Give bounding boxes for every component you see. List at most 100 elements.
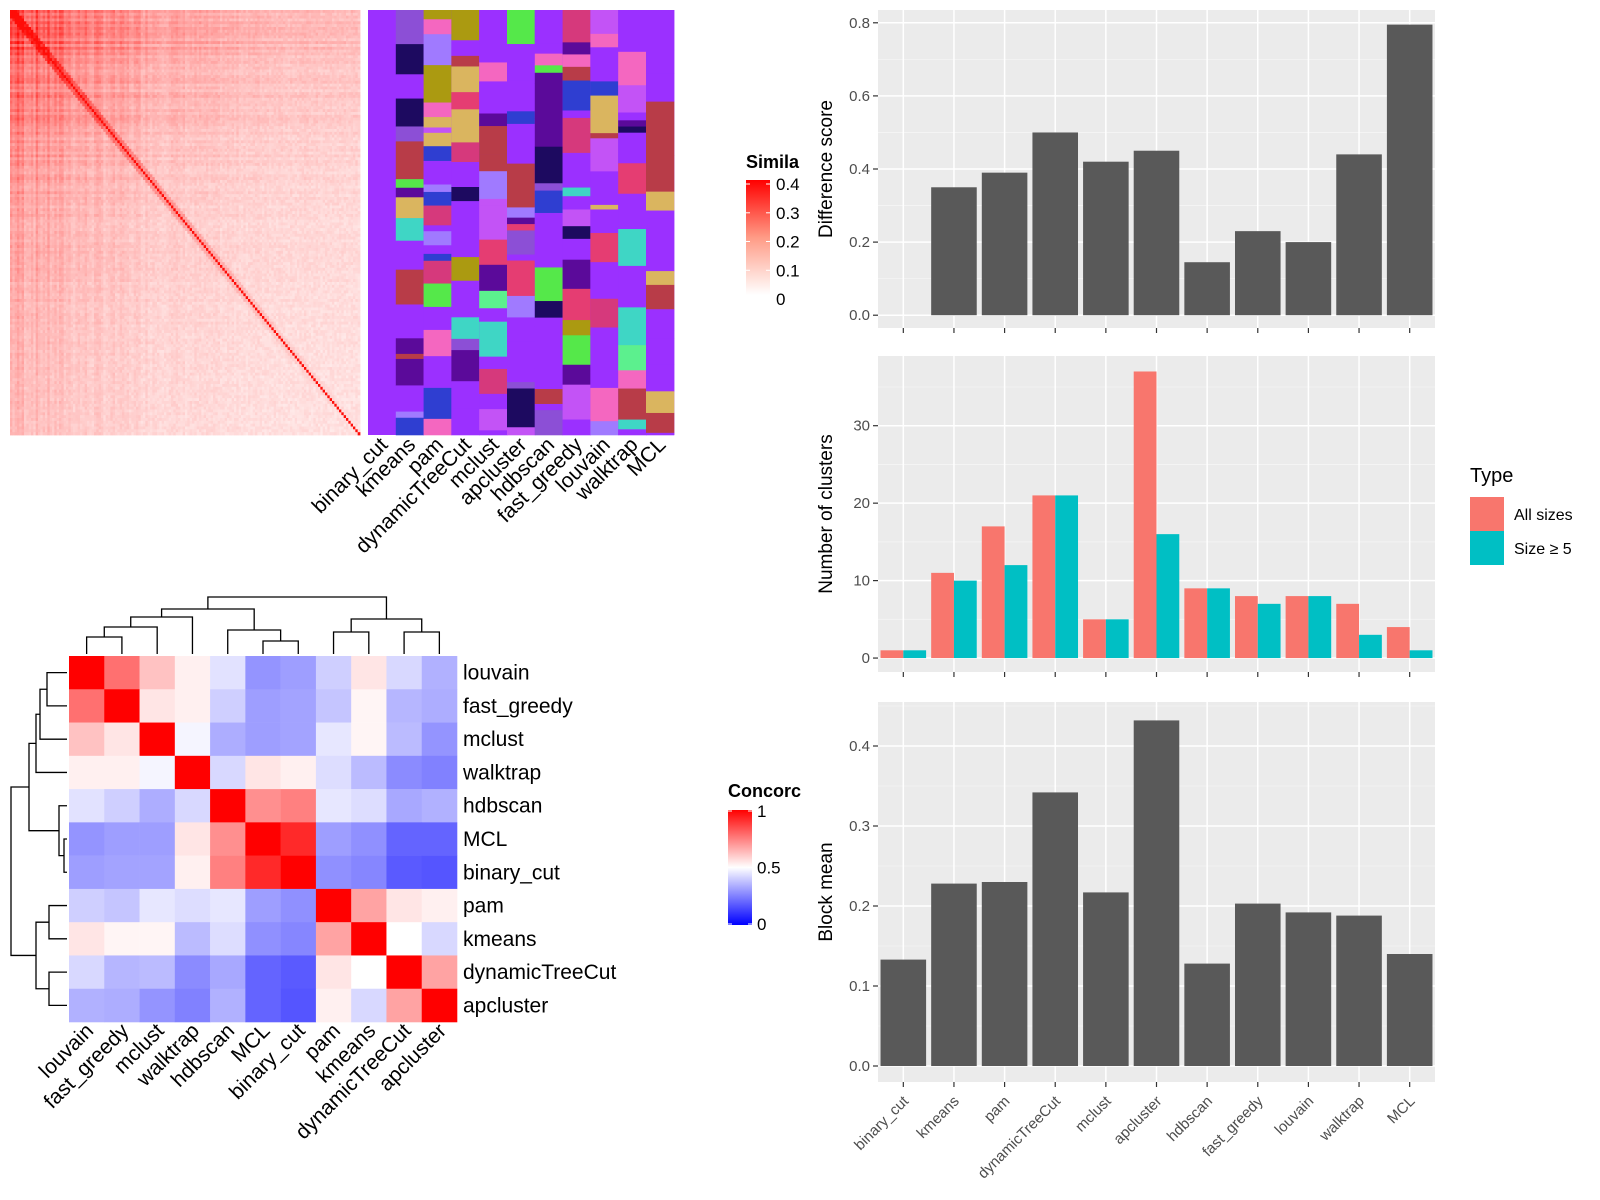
concordance-cell bbox=[280, 722, 317, 757]
dendrogram-branch bbox=[85, 636, 123, 654]
concordance-cell bbox=[174, 755, 211, 790]
concordance-cell bbox=[174, 855, 211, 890]
concordance-cell bbox=[69, 656, 105, 690]
concordance-cell bbox=[139, 789, 176, 823]
concordance-row-label-dynamicTreeCut: dynamicTreeCut bbox=[463, 961, 616, 984]
y-tick-label: 0.4 bbox=[849, 161, 870, 178]
concordance-legend-tick: 0.5 bbox=[757, 859, 781, 878]
bar-size-ge5 bbox=[1156, 534, 1180, 659]
dendrogram-branch bbox=[35, 921, 49, 990]
concordance-cell bbox=[139, 855, 176, 890]
concordance-cell bbox=[421, 689, 458, 723]
concordance-heatmap bbox=[69, 656, 458, 1023]
bar-size-ge5 bbox=[1105, 619, 1129, 659]
concordance-cell bbox=[386, 988, 423, 1023]
bar-all-sizes bbox=[1083, 619, 1106, 659]
dendrogram-branch bbox=[207, 596, 388, 619]
concordance-cell bbox=[69, 722, 105, 757]
concordance-cell bbox=[280, 789, 317, 823]
partition-method-labels: binary_cutkmeanspamdynamicTreeCutmclusta… bbox=[308, 433, 671, 558]
concordance-cell bbox=[421, 955, 458, 990]
concordance-cell bbox=[386, 822, 423, 856]
bar-all-sizes bbox=[1184, 588, 1208, 659]
dendrogram-branch bbox=[403, 631, 441, 654]
concordance-cell bbox=[280, 888, 317, 923]
similarity-legend-title: Simila bbox=[746, 152, 800, 172]
concordance-cell bbox=[315, 789, 352, 823]
bar bbox=[1336, 915, 1382, 1066]
concordance-cell bbox=[210, 855, 246, 890]
concordance-cell bbox=[280, 822, 317, 856]
x-tick-label-MCL: MCL bbox=[1384, 1093, 1418, 1127]
similarity-legend-ticks: 0 0.1 0.2 0.3 0.4 bbox=[746, 175, 800, 309]
legend-key-all-sizes bbox=[1470, 497, 1504, 531]
bar-size-ge5 bbox=[1207, 588, 1230, 659]
dendrogram-branch bbox=[48, 904, 67, 940]
concordance-cell bbox=[139, 988, 176, 1023]
dendrogram-branch bbox=[58, 805, 67, 857]
bar-size-ge5 bbox=[1004, 565, 1028, 659]
legend-label-all-sizes: All sizes bbox=[1514, 507, 1573, 524]
y-tick-label: 0.1 bbox=[849, 978, 870, 995]
concordance-column-labels: louvainfast_greedymclustwalktraphdbscanM… bbox=[35, 1019, 451, 1144]
concordance-cell bbox=[69, 988, 105, 1023]
concordance-cell bbox=[139, 722, 176, 757]
y-tick-label: 10 bbox=[853, 573, 870, 590]
concordance-cell bbox=[245, 722, 281, 757]
similarity-legend-tick: 0.1 bbox=[776, 261, 800, 280]
concordance-cell bbox=[280, 855, 317, 890]
concordance-cell bbox=[351, 888, 387, 923]
concordance-cell bbox=[210, 656, 246, 690]
bar bbox=[1184, 963, 1230, 1066]
concordance-cell bbox=[139, 955, 176, 990]
y-tick-label: 30 bbox=[853, 418, 870, 435]
bar bbox=[1234, 231, 1281, 316]
concordance-row-label-apcluster: apcluster bbox=[463, 994, 548, 1017]
bar-all-sizes bbox=[1386, 627, 1410, 659]
concordance-cell bbox=[104, 722, 140, 757]
concordance-cell bbox=[351, 955, 387, 990]
concordance-cell bbox=[280, 955, 317, 990]
bar bbox=[880, 959, 927, 1066]
bar-size-ge5 bbox=[903, 650, 927, 659]
concordance-cell bbox=[421, 988, 458, 1023]
dendrogram-branch bbox=[39, 688, 67, 740]
concordance-row-label-MCL: MCL bbox=[463, 828, 507, 851]
y-tick-label: 0 bbox=[862, 650, 870, 667]
concordance-legend-title: Concorc bbox=[728, 781, 801, 801]
concordance-cell bbox=[210, 922, 246, 956]
similarity-legend: Simila 0 0.1 0.2 0.3 0.4 bbox=[746, 152, 800, 309]
concordance-cell bbox=[280, 656, 317, 690]
concordance-cell bbox=[210, 689, 246, 723]
concordance-cell bbox=[210, 722, 246, 757]
concordance-cell bbox=[351, 689, 387, 723]
concordance-cell bbox=[280, 689, 317, 723]
bar bbox=[1032, 132, 1079, 316]
concordance-cell bbox=[69, 922, 105, 956]
similarity-legend-tick: 0 bbox=[776, 290, 785, 309]
x-tick-label-mclust: mclust bbox=[1072, 1092, 1115, 1135]
concordance-cell bbox=[315, 888, 352, 923]
bar bbox=[931, 883, 977, 1066]
concordance-cell bbox=[245, 755, 281, 790]
concordance-cell bbox=[139, 922, 176, 956]
concordance-cell bbox=[139, 689, 176, 723]
dendrogram-branch bbox=[46, 671, 67, 707]
concordance-cell bbox=[139, 755, 176, 790]
concordance-cell bbox=[174, 656, 211, 690]
concordance-cell bbox=[351, 755, 387, 790]
concordance-cell bbox=[386, 955, 423, 990]
concordance-cell bbox=[245, 955, 281, 990]
partition-matrix bbox=[368, 10, 675, 436]
column-dendrogram bbox=[85, 596, 441, 654]
y-tick-label: 0.2 bbox=[849, 234, 870, 251]
concordance-cell bbox=[386, 689, 423, 723]
concordance-cell bbox=[315, 689, 352, 723]
bar bbox=[1032, 792, 1079, 1066]
y-axis-label: Difference score bbox=[816, 100, 837, 238]
concordance-cell bbox=[174, 822, 211, 856]
bar-all-sizes bbox=[981, 526, 1005, 659]
concordance-cell bbox=[315, 855, 352, 890]
concordance-cell bbox=[69, 955, 105, 990]
